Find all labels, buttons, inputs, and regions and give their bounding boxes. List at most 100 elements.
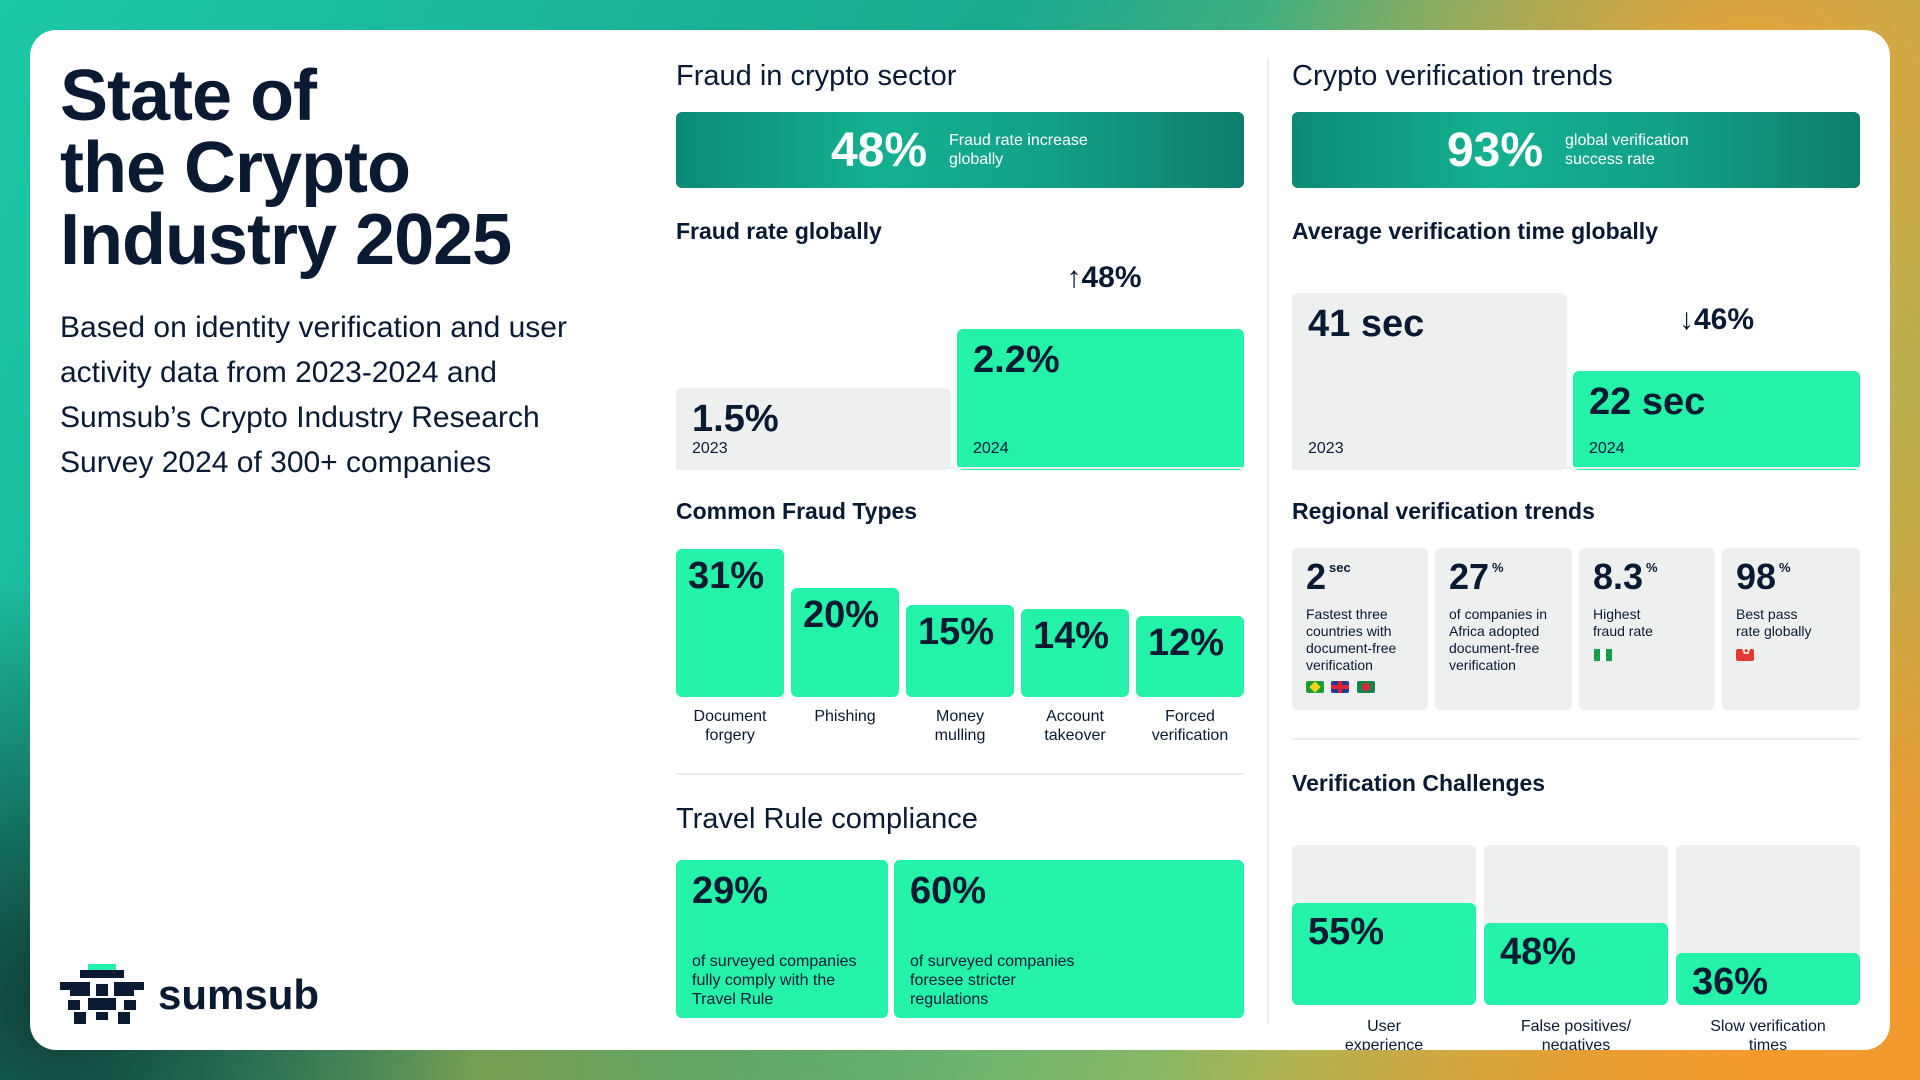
divider xyxy=(1292,467,1860,469)
flag-hong-kong: ✿ xyxy=(1736,646,1754,661)
fraud-rate-banner: 48% Fraud rate increase globally xyxy=(676,112,1244,188)
regional-fastest-flags xyxy=(1306,678,1378,696)
challenge-bar: 36% xyxy=(1676,953,1860,1005)
verification-time-bar-2023: 41 sec 2023 xyxy=(1292,293,1567,470)
verification-time-2024-year: 2024 xyxy=(1589,440,1625,457)
regional-tile-fraud: 8.3% Highest fraud rate xyxy=(1579,548,1715,710)
flag-nigeria xyxy=(1593,647,1613,662)
fraud-type-bar: 20% xyxy=(791,588,899,697)
travel-rule-stricter-value: 60% xyxy=(910,870,987,912)
regional-fastest-value: 2 sec xyxy=(1306,556,1351,598)
fraud-type-value: 14% xyxy=(1033,615,1110,657)
verification-banner-value: 93% xyxy=(1446,123,1544,177)
challenge-value: 48% xyxy=(1500,931,1577,973)
arrow-up-icon: ↑ xyxy=(1066,261,1082,294)
challenge-label: Slow verification times xyxy=(1710,1018,1826,1050)
flag-uk xyxy=(1331,680,1350,693)
verification-success-banner: 93% global verification success rate xyxy=(1292,112,1860,188)
regional-pass-unit: % xyxy=(1779,560,1791,575)
challenge-bar: 48% xyxy=(1484,923,1668,1005)
challenge-label: User experience xyxy=(1344,1018,1424,1050)
fraud-rate-bar-2024: 2.2% 2024 xyxy=(957,329,1244,470)
regional-fraud-value: 8.3% xyxy=(1593,556,1658,598)
infographic-card: State of the Crypto Industry 2025 Based … xyxy=(30,30,1890,1050)
fraud-rate-2023-year: 2023 xyxy=(692,440,728,457)
fraud-rate-2023-value: 1.5% xyxy=(692,398,779,440)
fraud-type-label: Account takeover xyxy=(1044,708,1106,744)
regional-africa-desc: of companies in Africa adopted document-… xyxy=(1449,606,1548,673)
fraud-types-title: Common Fraud Types xyxy=(676,498,918,524)
travel-rule-tile-stricter: 60% of surveyed companies foresee strict… xyxy=(894,860,1244,1018)
fraud-type-value: 15% xyxy=(918,611,995,653)
sumsub-mascot-icon xyxy=(60,964,144,1024)
regional-title: Regional verification trends xyxy=(1292,498,1595,524)
challenges-chart: 55% User experience 48% False positives/ ne… xyxy=(1292,815,1860,1050)
flag-bangladesh xyxy=(1356,680,1375,693)
verification-time-bar-2024: 22 sec 2024 xyxy=(1573,371,1860,470)
verification-time-delta: ↓46% xyxy=(1573,303,1860,337)
regional-fastest-number: 2 xyxy=(1306,556,1327,597)
sumsub-logo: sumsub xyxy=(60,960,319,1030)
fraud-type-bar: 31% xyxy=(676,549,784,697)
column-divider xyxy=(1267,58,1269,1023)
regional-fraud-desc: Highest fraud rate xyxy=(1593,606,1653,639)
fraud-type-bar: 15% xyxy=(906,605,1014,697)
verification-time-chart: 41 sec 2023 ↓46% 22 sec 2024 xyxy=(1292,255,1860,470)
fraud-banner-label: Fraud rate increase globally xyxy=(949,132,1088,168)
regional-africa-unit: % xyxy=(1492,560,1504,575)
intro-text: Based on identity verification and user … xyxy=(60,311,567,479)
arrow-down-icon: ↓ xyxy=(1678,303,1694,336)
page-title: State of the Crypto Industry 2025 xyxy=(60,56,512,280)
fraud-rate-delta: ↑48% xyxy=(964,261,1244,295)
fraud-rate-2024-value: 2.2% xyxy=(973,339,1060,381)
regional-pass-flags: ✿ xyxy=(1736,646,1757,664)
fraud-type-label: Forced verification xyxy=(1151,708,1229,744)
regional-tile-pass-rate: 98% Best pass rate globally ✿ xyxy=(1722,548,1860,710)
challenge-value: 55% xyxy=(1308,911,1385,953)
travel-rule-title: Travel Rule compliance xyxy=(676,803,978,835)
fraud-type-label: Phishing xyxy=(814,708,876,725)
challenge-label: False positives/ negatives xyxy=(1520,1018,1632,1050)
regional-africa-number: 27 xyxy=(1449,556,1490,597)
fraud-type-value: 12% xyxy=(1148,622,1225,664)
verification-trends-title: Crypto verification trends xyxy=(1292,60,1613,92)
regional-fastest-unit: sec xyxy=(1329,560,1351,575)
regional-fraud-flags xyxy=(1593,646,1616,664)
fraud-type-label: Document forgery xyxy=(693,708,767,744)
regional-pass-value: 98% xyxy=(1736,556,1791,598)
fraud-rate-delta-value: 48% xyxy=(1081,261,1142,294)
regional-tile-africa: 27% of companies in Africa adopted docum… xyxy=(1435,548,1572,710)
travel-rule-comply-desc: of surveyed companies fully comply with … xyxy=(692,953,857,1008)
divider xyxy=(1292,738,1860,740)
challenge-value: 36% xyxy=(1692,961,1769,1003)
fraud-type-label: Money mulling xyxy=(934,708,986,744)
logo-wordmark: sumsub xyxy=(158,971,320,1018)
divider xyxy=(676,467,1244,469)
challenge-bar: 55% xyxy=(1292,903,1476,1005)
fraud-types-chart: 31% Document forgery 20% Phishing 15% Money m… xyxy=(676,545,1244,775)
flag-brazil xyxy=(1306,680,1324,693)
verification-time-2023-value: 41 sec xyxy=(1308,303,1425,345)
regional-fastest-desc: Fastest three countries with document-fr… xyxy=(1306,606,1397,673)
verification-time-delta-value: 46% xyxy=(1693,303,1755,336)
regional-fraud-unit: % xyxy=(1646,560,1658,575)
fraud-type-value: 31% xyxy=(688,555,765,597)
regional-africa-value: 27% xyxy=(1449,556,1504,598)
verification-banner-label: global verification success rate xyxy=(1565,132,1689,168)
challenges-title: Verification Challenges xyxy=(1292,770,1546,796)
fraud-type-bar: 12% xyxy=(1136,616,1244,697)
regional-tile-fastest: 2 sec Fastest three countries with docume… xyxy=(1292,548,1428,710)
fraud-type-bar: 14% xyxy=(1021,609,1129,697)
regional-fraud-number: 8.3 xyxy=(1593,556,1644,597)
fraud-banner-value: 48% xyxy=(830,123,928,177)
verification-time-2023-year: 2023 xyxy=(1308,440,1344,457)
regional-pass-number: 98 xyxy=(1736,556,1777,597)
travel-rule-comply-value: 29% xyxy=(692,870,769,912)
verification-time-subtitle: Average verification time globally xyxy=(1292,218,1658,244)
travel-rule-stricter-desc: of surveyed companies foresee stricter r… xyxy=(910,953,1075,1008)
verification-time-2024-value: 22 sec xyxy=(1589,381,1706,423)
divider xyxy=(676,773,1244,775)
fraud-sector-title: Fraud in crypto sector xyxy=(676,60,957,92)
regional-pass-desc: Best pass rate globally xyxy=(1736,606,1812,639)
travel-rule-tile-comply: 29% of surveyed companies fully comply w… xyxy=(676,860,888,1018)
